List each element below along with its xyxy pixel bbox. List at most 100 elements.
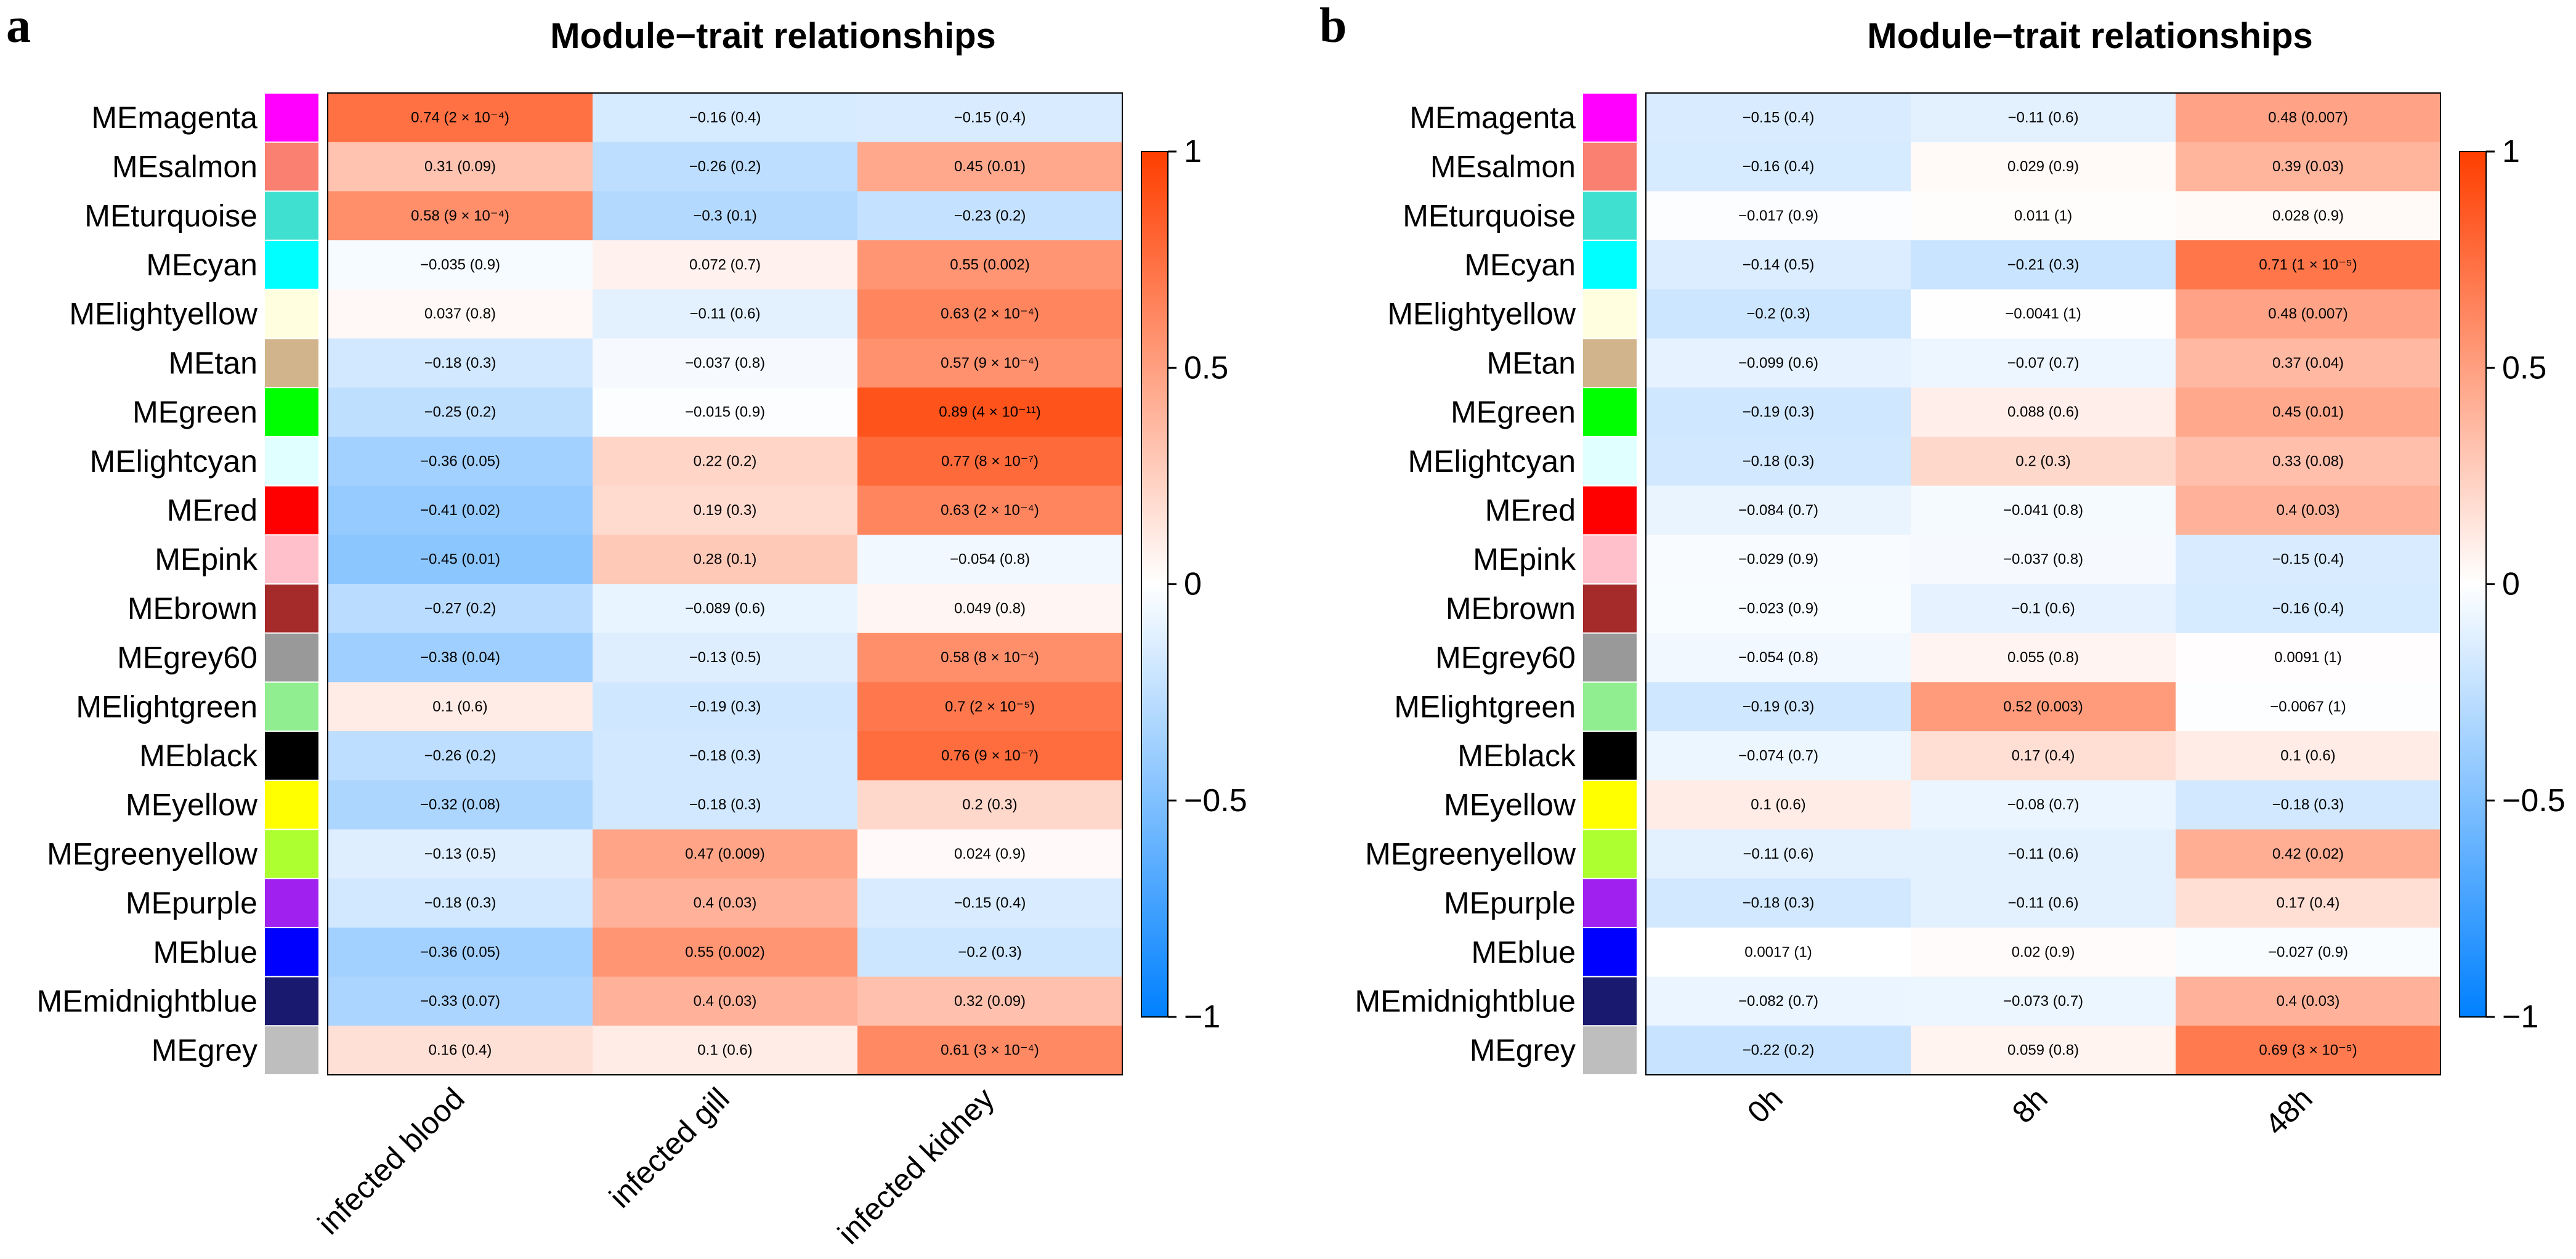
heatmap-cell bbox=[857, 682, 1123, 732]
module-color-swatch bbox=[265, 486, 318, 535]
module-color-swatch bbox=[265, 437, 318, 485]
module-color-swatch bbox=[1583, 682, 1637, 731]
row-label: MEtan bbox=[1486, 346, 1576, 380]
cell-label: 0.024 (0.9) bbox=[954, 846, 1026, 862]
heatmap-cell bbox=[593, 927, 858, 978]
heatmap-cell bbox=[1646, 240, 1911, 290]
colorbar-tick-label: 0.5 bbox=[1184, 350, 1228, 386]
cell-label: 0.7 (2 × 10⁻⁵) bbox=[945, 698, 1035, 715]
row-label: MEgrey bbox=[1470, 1033, 1576, 1067]
heatmap-cell bbox=[1646, 976, 1911, 1026]
cell-label: 0.57 (9 × 10⁻⁴) bbox=[941, 355, 1039, 371]
chart-title: Module−trait relationships bbox=[1867, 16, 2313, 56]
module-color-swatch bbox=[1583, 780, 1637, 829]
cell-label: −0.15 (0.4) bbox=[954, 109, 1026, 126]
module-color-swatch bbox=[265, 585, 318, 633]
heatmap-cell bbox=[593, 584, 858, 634]
module-color-swatch bbox=[1583, 388, 1637, 436]
column-label: infected blood bbox=[311, 1081, 471, 1241]
heatmap-cell bbox=[1646, 829, 1911, 879]
cell-label: 0.0017 (1) bbox=[1744, 944, 1812, 960]
row-label: MElightcyan bbox=[90, 444, 257, 479]
row-label: MEpurple bbox=[126, 886, 257, 920]
colorbar-tick-label: −0.5 bbox=[1184, 783, 1247, 819]
heatmap-cell bbox=[1911, 584, 2176, 634]
heatmap-cell bbox=[857, 387, 1123, 437]
cell-label: −0.18 (0.3) bbox=[689, 747, 761, 764]
heatmap-cell bbox=[1911, 731, 2176, 781]
module-color-swatch bbox=[265, 388, 318, 436]
cell-label: −0.1 (0.6) bbox=[2011, 600, 2075, 617]
module-color-swatch bbox=[1583, 1026, 1637, 1074]
cell-label: 0.16 (0.4) bbox=[429, 1042, 492, 1059]
colorbar bbox=[1141, 151, 1169, 1018]
module-color-swatch bbox=[265, 94, 318, 142]
heatmap-cell bbox=[328, 976, 593, 1026]
heatmap-cell bbox=[1646, 289, 1911, 339]
heatmap-cell bbox=[328, 927, 593, 978]
cell-label: −0.18 (0.3) bbox=[689, 796, 761, 813]
module-color-swatch bbox=[265, 928, 318, 976]
cell-label: 0.4 (0.03) bbox=[694, 895, 757, 912]
heatmap-cell bbox=[857, 191, 1123, 241]
colorbar-tick-label: 1 bbox=[1184, 134, 1202, 169]
cell-label: −0.19 (0.3) bbox=[1743, 698, 1815, 715]
panel-a: a Module−trait relationships MEmagenta MEsa… bbox=[6, 0, 1247, 1251]
heatmap-cell bbox=[1646, 93, 1911, 143]
cell-label: −0.18 (0.3) bbox=[1743, 895, 1815, 912]
row-label: MEyellow bbox=[126, 788, 258, 822]
cell-label: −0.18 (0.3) bbox=[424, 895, 496, 912]
cell-label: −0.15 (0.4) bbox=[1743, 109, 1815, 126]
cell-label: 0.61 (3 × 10⁻⁴) bbox=[941, 1042, 1039, 1059]
module-color-swatch bbox=[265, 1026, 318, 1074]
cell-label: 0.4 (0.03) bbox=[2277, 993, 2340, 1010]
cell-label: 0.028 (0.9) bbox=[2272, 208, 2344, 224]
cell-label: −0.23 (0.2) bbox=[954, 208, 1026, 224]
heatmap-cell bbox=[1911, 191, 2176, 241]
cell-label: −0.38 (0.04) bbox=[420, 649, 500, 666]
cell-label: −0.2 (0.3) bbox=[1746, 306, 1810, 322]
row-label: MEmagenta bbox=[91, 100, 257, 135]
heatmap-cell bbox=[593, 289, 858, 339]
heatmap-cell bbox=[1646, 387, 1911, 437]
module-color-swatch bbox=[265, 535, 318, 583]
cell-label: 0.45 (0.01) bbox=[2272, 404, 2344, 421]
cell-label: 0.1 (0.6) bbox=[697, 1042, 752, 1059]
cell-label: 0.088 (0.6) bbox=[2007, 404, 2079, 421]
heatmap-cell bbox=[1646, 780, 1911, 830]
column-label: 48h bbox=[2258, 1081, 2319, 1142]
heatmap-cell bbox=[1646, 927, 1911, 978]
module-color-swatch bbox=[265, 682, 318, 731]
heatmap-cell bbox=[2176, 1026, 2441, 1075]
heatmap-cell bbox=[857, 731, 1123, 781]
heatmap-cell bbox=[328, 142, 593, 192]
heatmap-cell bbox=[2176, 682, 2441, 732]
cell-label: −0.035 (0.9) bbox=[420, 256, 500, 273]
row-label: MElightgreen bbox=[76, 689, 257, 724]
heatmap-cell bbox=[328, 240, 593, 290]
heatmap-cell bbox=[328, 1026, 593, 1075]
heatmap-cell bbox=[1911, 338, 2176, 388]
heatmap-cell bbox=[1911, 682, 2176, 732]
row-label: MEgreenyellow bbox=[47, 836, 258, 871]
heatmap-cell bbox=[2176, 387, 2441, 437]
cell-label: 0.69 (3 × 10⁻⁵) bbox=[2259, 1042, 2357, 1059]
cell-label: 0.22 (0.2) bbox=[694, 453, 757, 469]
heatmap-cell bbox=[593, 93, 858, 143]
module-color-swatch bbox=[1583, 192, 1637, 240]
module-color-swatch bbox=[265, 142, 318, 191]
module-color-swatch bbox=[265, 241, 318, 289]
heatmap-cell bbox=[1911, 289, 2176, 339]
heatmap-cell bbox=[2176, 289, 2441, 339]
heatmap-cell bbox=[1911, 387, 2176, 437]
cell-label: 0.63 (2 × 10⁻⁴) bbox=[941, 306, 1039, 322]
row-label: MEbrown bbox=[128, 591, 257, 626]
cell-label: −0.099 (0.6) bbox=[1738, 355, 1818, 371]
heatmap-cell bbox=[1911, 878, 2176, 928]
cell-label: −0.073 (0.7) bbox=[2003, 993, 2083, 1010]
cell-label: −0.084 (0.7) bbox=[1738, 502, 1818, 519]
cell-label: −0.36 (0.05) bbox=[420, 453, 500, 469]
cell-label: 0.17 (0.4) bbox=[2012, 747, 2075, 764]
cell-label: 0.45 (0.01) bbox=[954, 158, 1026, 175]
heatmap-cell bbox=[593, 142, 858, 192]
